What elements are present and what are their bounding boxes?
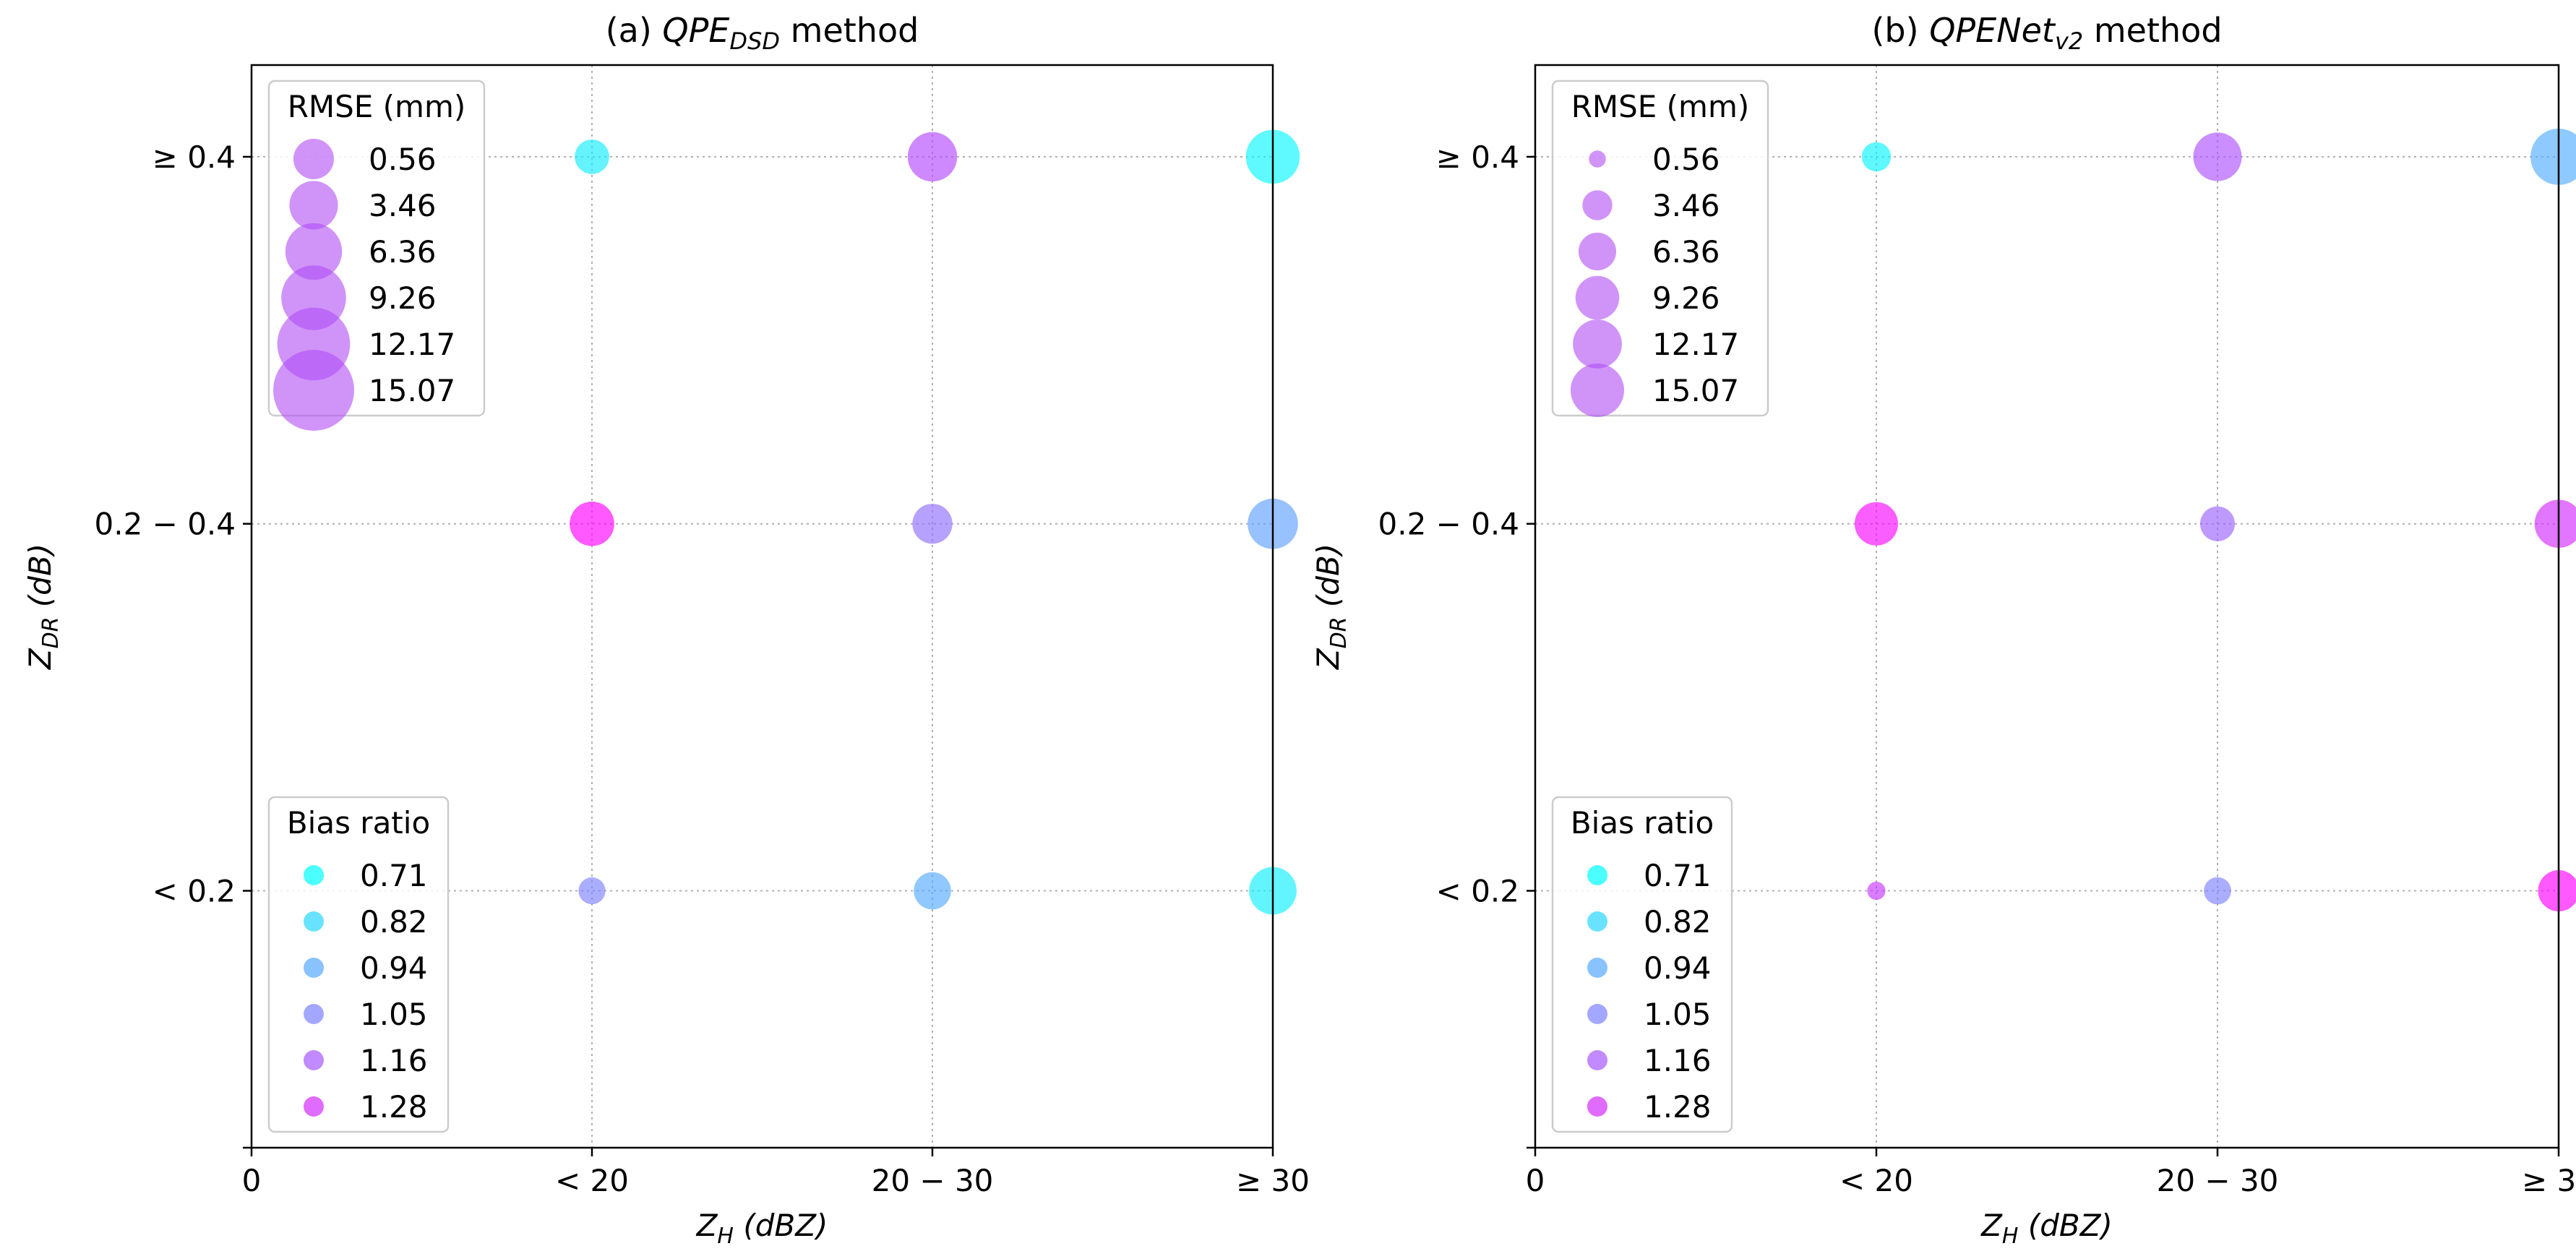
legend-entry-label: 1.05 (1644, 997, 1712, 1032)
legend-entry-label: 1.16 (360, 1043, 428, 1078)
scatter-point (2534, 499, 2576, 549)
scatter-point (570, 501, 614, 546)
legend-entry-label: 0.94 (360, 950, 428, 986)
legend-title: RMSE (mm) (288, 89, 466, 124)
scatter-point (1867, 881, 1886, 901)
chart-title: (b) QPENetv2 method (1871, 11, 2222, 55)
legend-entry-label: 9.26 (1652, 280, 1720, 316)
x-tick-label: ≥ 30 (2522, 1163, 2576, 1198)
x-tick-label: < 20 (1839, 1163, 1913, 1198)
chart-title: (a) QPEDSD method (606, 11, 919, 55)
x-tick-label: 0 (1526, 1163, 1545, 1198)
axes-frame (250, 64, 1274, 1149)
x-tick-label: 0 (242, 1163, 262, 1198)
legend-entry-label: 12.17 (1652, 327, 1739, 362)
legend-color-marker (1587, 1050, 1607, 1070)
legend-size-marker (289, 181, 338, 230)
legend-entry-label: 1.05 (360, 997, 428, 1032)
legend-entry-label: 1.28 (1644, 1089, 1712, 1125)
scatter-point (575, 139, 609, 174)
scatter-point (2199, 506, 2236, 541)
x-axis-label: ZH (dBZ) (1980, 1208, 2113, 1249)
legend-entry-label: 9.26 (369, 280, 437, 316)
legend-color-marker (304, 865, 324, 885)
legend-entry-label: 0.71 (360, 858, 428, 893)
y-tick-label: < 0.2 (153, 874, 236, 909)
x-tick-label: < 20 (555, 1163, 629, 1198)
legend-color-marker (1587, 1004, 1607, 1024)
bias-legend: Bias ratio 0.71 0.82 0.94 1.05 1.16 1.28 (1551, 796, 1733, 1133)
legend-entry-label: 15.07 (1652, 373, 1739, 408)
legend-entry-label: 12.17 (369, 327, 455, 362)
rmse-legend: RMSE (mm) 0.56 3.46 6.36 9.26 12.17 15.07 (1551, 80, 1769, 418)
scatter-point (1861, 142, 1892, 172)
legend-title: Bias ratio (1571, 805, 1714, 841)
legend-color-marker (304, 958, 324, 978)
y-tick-label: 0.2 − 0.4 (1378, 507, 1519, 542)
scatter-point (2204, 877, 2231, 905)
legend-entry-label: 3.46 (369, 188, 437, 223)
legend-size-marker (1570, 363, 1625, 418)
scatter-point (914, 872, 951, 910)
x-tick-label: ≥ 30 (1236, 1163, 1310, 1198)
scatter-point (912, 504, 953, 544)
legend-color-marker (1587, 911, 1607, 932)
legend-entry-label: 6.36 (1652, 234, 1720, 270)
legend-entry-label: 1.28 (360, 1089, 428, 1125)
chart-panel-b: 0 < 20 20 − 30 ≥ 30 < 0.2 0.2 − 0.4 ≥ 0.4 (b) Q… (1310, 11, 2576, 1249)
legend-entry-label: 1.16 (1644, 1043, 1712, 1078)
legend-size-marker (1575, 275, 1620, 320)
rmse-legend: RMSE (mm) 0.56 3.46 6.36 9.26 12.17 15.07 (267, 80, 486, 431)
legend-size-marker (1573, 319, 1622, 369)
scatter-point (1854, 502, 1899, 546)
legend-entry-label: 6.36 (369, 234, 437, 270)
legend-color-marker (304, 911, 324, 932)
legend-size-marker (1578, 232, 1617, 271)
y-tick-label: < 0.2 (1436, 874, 1519, 909)
legend-entry-label: 0.56 (1652, 142, 1720, 177)
legend-size-marker (273, 350, 354, 431)
legend-color-marker (1587, 1096, 1607, 1117)
y-tick-label: 0.2 − 0.4 (95, 507, 236, 542)
scatter-point (578, 877, 606, 905)
legend-color-marker (1587, 865, 1607, 885)
y-axis-label: ZDR (dB) (1310, 543, 1352, 670)
legend-title: Bias ratio (287, 805, 430, 841)
legend-size-marker (1582, 190, 1613, 220)
chart-panel-a: 0 < 20 20 − 30 ≥ 30 < 0.2 0.2 − 0.4 ≥ 0.4 (a) Q… (22, 11, 1310, 1249)
legend-entry-label: 0.94 (1644, 950, 1712, 986)
scatter-point (2193, 132, 2242, 181)
legend-entry-label: 0.56 (369, 142, 437, 177)
legend-color-marker (304, 1004, 324, 1024)
legend-color-marker (304, 1096, 324, 1117)
legend-size-marker (293, 139, 334, 179)
legend-color-marker (1587, 958, 1607, 978)
x-axis-label: ZH (dBZ) (696, 1208, 828, 1249)
legend-entry-label: 0.71 (1644, 858, 1712, 893)
legend-size-marker (1589, 150, 1606, 168)
legend-entry-label: 0.82 (360, 904, 428, 940)
scatter-point (2530, 129, 2576, 185)
bias-legend: Bias ratio 0.71 0.82 0.94 1.05 1.16 1.28 (267, 796, 450, 1133)
axes-frame (1534, 64, 2560, 1149)
y-tick-label: ≥ 0.4 (153, 139, 236, 175)
legend-entry-label: 15.07 (369, 373, 455, 408)
legend-color-marker (304, 1050, 324, 1070)
legend-entry-label: 3.46 (1652, 188, 1720, 223)
legend-entry-label: 0.82 (1644, 904, 1712, 940)
scatter-point (907, 132, 958, 182)
legend-title: RMSE (mm) (1571, 89, 1750, 124)
x-tick-label: 20 − 30 (872, 1163, 994, 1198)
scatter-point (2538, 870, 2576, 912)
y-axis-label: ZDR (dB) (22, 543, 64, 670)
legend-size-marker (285, 223, 343, 280)
y-tick-label: ≥ 0.4 (1436, 139, 1519, 175)
x-tick-label: 20 − 30 (2157, 1163, 2279, 1198)
